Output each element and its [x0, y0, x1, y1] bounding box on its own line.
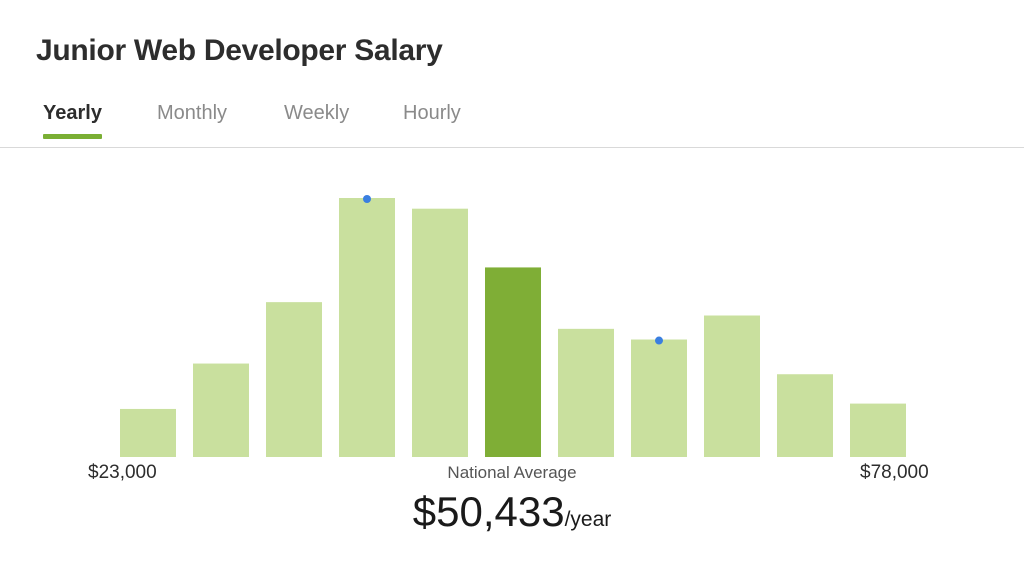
national-average-value: $50,433/year [413, 488, 612, 536]
tab-monthly[interactable]: Monthly [157, 102, 227, 137]
bar-marker-dot [363, 195, 371, 204]
histogram-bar [777, 374, 833, 457]
histogram-bar [704, 315, 760, 457]
bar-marker-dot [655, 336, 663, 345]
period-tabs: Yearly Monthly Weekly Hourly [0, 96, 1024, 148]
histogram-bar [120, 408, 176, 457]
average-salary-amount: $50,433 [412, 488, 565, 535]
tab-hourly-label: Hourly [403, 102, 461, 124]
tab-weekly[interactable]: Weekly [284, 102, 349, 137]
histogram-bar [339, 198, 395, 457]
axis-max-label: $78,000 [860, 462, 929, 483]
histogram-bar [412, 208, 468, 457]
histogram-bar [193, 363, 249, 457]
histogram-bar [850, 403, 906, 457]
tab-weekly-label: Weekly [284, 102, 350, 124]
page-title: Junior Web Developer Salary [36, 34, 443, 67]
histogram-bar [631, 339, 687, 457]
tab-monthly-label: Monthly [157, 102, 228, 124]
average-salary-unit: /year [564, 508, 612, 531]
axis-min-label: $23,000 [88, 462, 157, 483]
histogram-bar [558, 328, 614, 457]
national-average-label: National Average [447, 463, 577, 482]
tab-yearly[interactable]: Yearly [43, 102, 102, 139]
tab-hourly[interactable]: Hourly [403, 102, 461, 137]
tab-active-underline [43, 134, 102, 139]
tab-yearly-label: Yearly [43, 102, 102, 124]
histogram-bar-national-average [485, 267, 541, 457]
histogram-bar [266, 302, 322, 457]
